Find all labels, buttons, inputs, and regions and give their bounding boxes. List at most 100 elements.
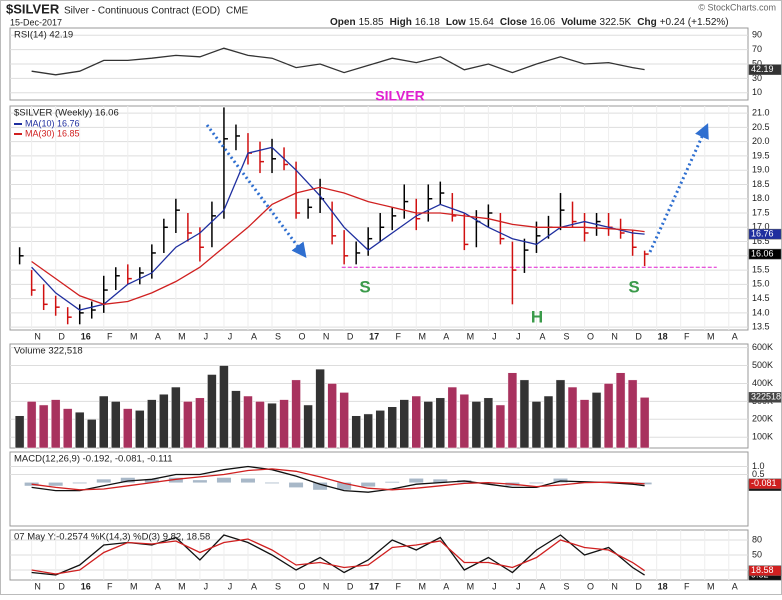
x-tick-label: F <box>107 331 113 341</box>
y-tick-label: 18.0 <box>752 193 770 203</box>
volume-bar <box>556 380 565 448</box>
x-tick-label: F <box>684 331 690 341</box>
x-tick-label: J <box>516 581 521 591</box>
histogram-bar <box>289 483 303 488</box>
x-tick-label: A <box>539 331 545 341</box>
quote-label: Close <box>500 17 528 28</box>
volume-bar <box>39 405 48 448</box>
x-tick-label: A <box>732 581 738 591</box>
y-tick-label: 18.5 <box>752 179 770 189</box>
volume-bar <box>400 400 409 448</box>
x-tick-label: D <box>635 331 642 341</box>
x-tick-label: D <box>347 331 354 341</box>
x-tick-label: S <box>275 331 281 341</box>
volume-bar <box>123 409 132 448</box>
y-tick-label: 400K <box>752 378 773 388</box>
quote-label: High <box>390 17 412 28</box>
volume-bar <box>159 394 168 448</box>
volume-bar <box>280 400 289 448</box>
y-tick-label: 13.5 <box>752 322 770 332</box>
histogram-bar <box>49 483 63 486</box>
volume-bar <box>27 401 36 448</box>
volume-bar <box>376 410 385 448</box>
annotation: H <box>531 307 543 326</box>
x-tick-label: M <box>467 331 475 341</box>
x-tick-label: S <box>563 331 569 341</box>
annotation: S <box>359 277 370 296</box>
volume-bar <box>219 366 228 448</box>
x-tick-label: D <box>58 581 65 591</box>
volume-bar <box>448 387 457 448</box>
volume-bar <box>171 387 180 448</box>
value-box-label: -0.081 <box>751 478 777 488</box>
x-tick-label: A <box>155 331 161 341</box>
volume-bar <box>580 400 589 448</box>
annotation: SILVER <box>375 88 425 104</box>
quote-value: 15.85 <box>359 17 384 28</box>
x-tick-label: J <box>228 581 233 591</box>
quote-label: Open <box>330 17 356 28</box>
y-tick-label: 600K <box>752 342 773 352</box>
y-tick-label: 20.0 <box>752 136 770 146</box>
y-tick-label: 100K <box>752 432 773 442</box>
value-box-label: 16.06 <box>751 248 774 258</box>
volume-bar <box>436 398 445 448</box>
quote-value: +0.24 (+1.52%) <box>660 17 729 28</box>
volume-bar <box>532 401 541 448</box>
source: © StockCharts.com <box>698 2 776 12</box>
volume-bar <box>484 398 493 448</box>
x-tick-label: O <box>299 581 306 591</box>
x-tick-label: J <box>204 581 209 591</box>
y-tick-label: 14.5 <box>752 293 770 303</box>
quote-value: 16.18 <box>415 17 440 28</box>
x-tick-label: O <box>299 331 306 341</box>
volume-bar <box>147 400 156 448</box>
x-tick-label: J <box>204 331 209 341</box>
x-tick-label: M <box>707 581 715 591</box>
volume-bar <box>544 396 553 448</box>
volume-bar <box>352 416 361 448</box>
y-tick-label: 200K <box>752 414 773 424</box>
x-tick-label: N <box>323 331 330 341</box>
volume-bar <box>364 414 373 448</box>
volume-bar <box>268 403 277 448</box>
x-tick-label: A <box>539 581 545 591</box>
y-tick-label: 19.0 <box>752 165 770 175</box>
volume-bar <box>424 401 433 448</box>
quote-label: Volume <box>561 17 597 28</box>
value-box-label: 18.58 <box>751 565 774 575</box>
quote-value: 16.06 <box>530 17 555 28</box>
y-tick-label: 15.5 <box>752 264 770 274</box>
volume-bar <box>75 412 84 448</box>
instrument-name: Silver - Continuous Contract (EOD) <box>64 6 220 17</box>
value-box-label: 322518 <box>751 392 781 402</box>
histogram-bar <box>217 478 231 483</box>
volume-bar <box>640 397 649 448</box>
x-tick-label: O <box>587 331 594 341</box>
x-tick-label: F <box>395 581 401 591</box>
volume-bar <box>231 391 240 448</box>
x-tick-label: A <box>732 331 738 341</box>
volume-bar <box>99 396 108 448</box>
volume-bar <box>520 380 529 448</box>
y-tick-label: 21.0 <box>752 108 770 118</box>
x-tick-label: F <box>395 331 401 341</box>
volume-bar <box>256 401 265 448</box>
x-tick-label: N <box>34 581 41 591</box>
x-tick-label: M <box>178 331 186 341</box>
y-tick-label: 70 <box>752 44 762 54</box>
volume-bar <box>328 383 337 448</box>
x-tick-label: M <box>419 581 427 591</box>
panel-title: RSI(14) 42.19 <box>14 30 73 41</box>
legend-label: MA(30) 16.85 <box>25 128 80 138</box>
x-tick-label: 16 <box>81 581 91 591</box>
x-tick-label: 17 <box>369 331 379 341</box>
x-tick-label: S <box>563 581 569 591</box>
panel-title: $SILVER (Weekly) 16.06 <box>14 108 119 119</box>
volume-bar <box>388 407 397 448</box>
x-tick-label: D <box>58 331 65 341</box>
y-tick-label: 90 <box>752 30 762 40</box>
